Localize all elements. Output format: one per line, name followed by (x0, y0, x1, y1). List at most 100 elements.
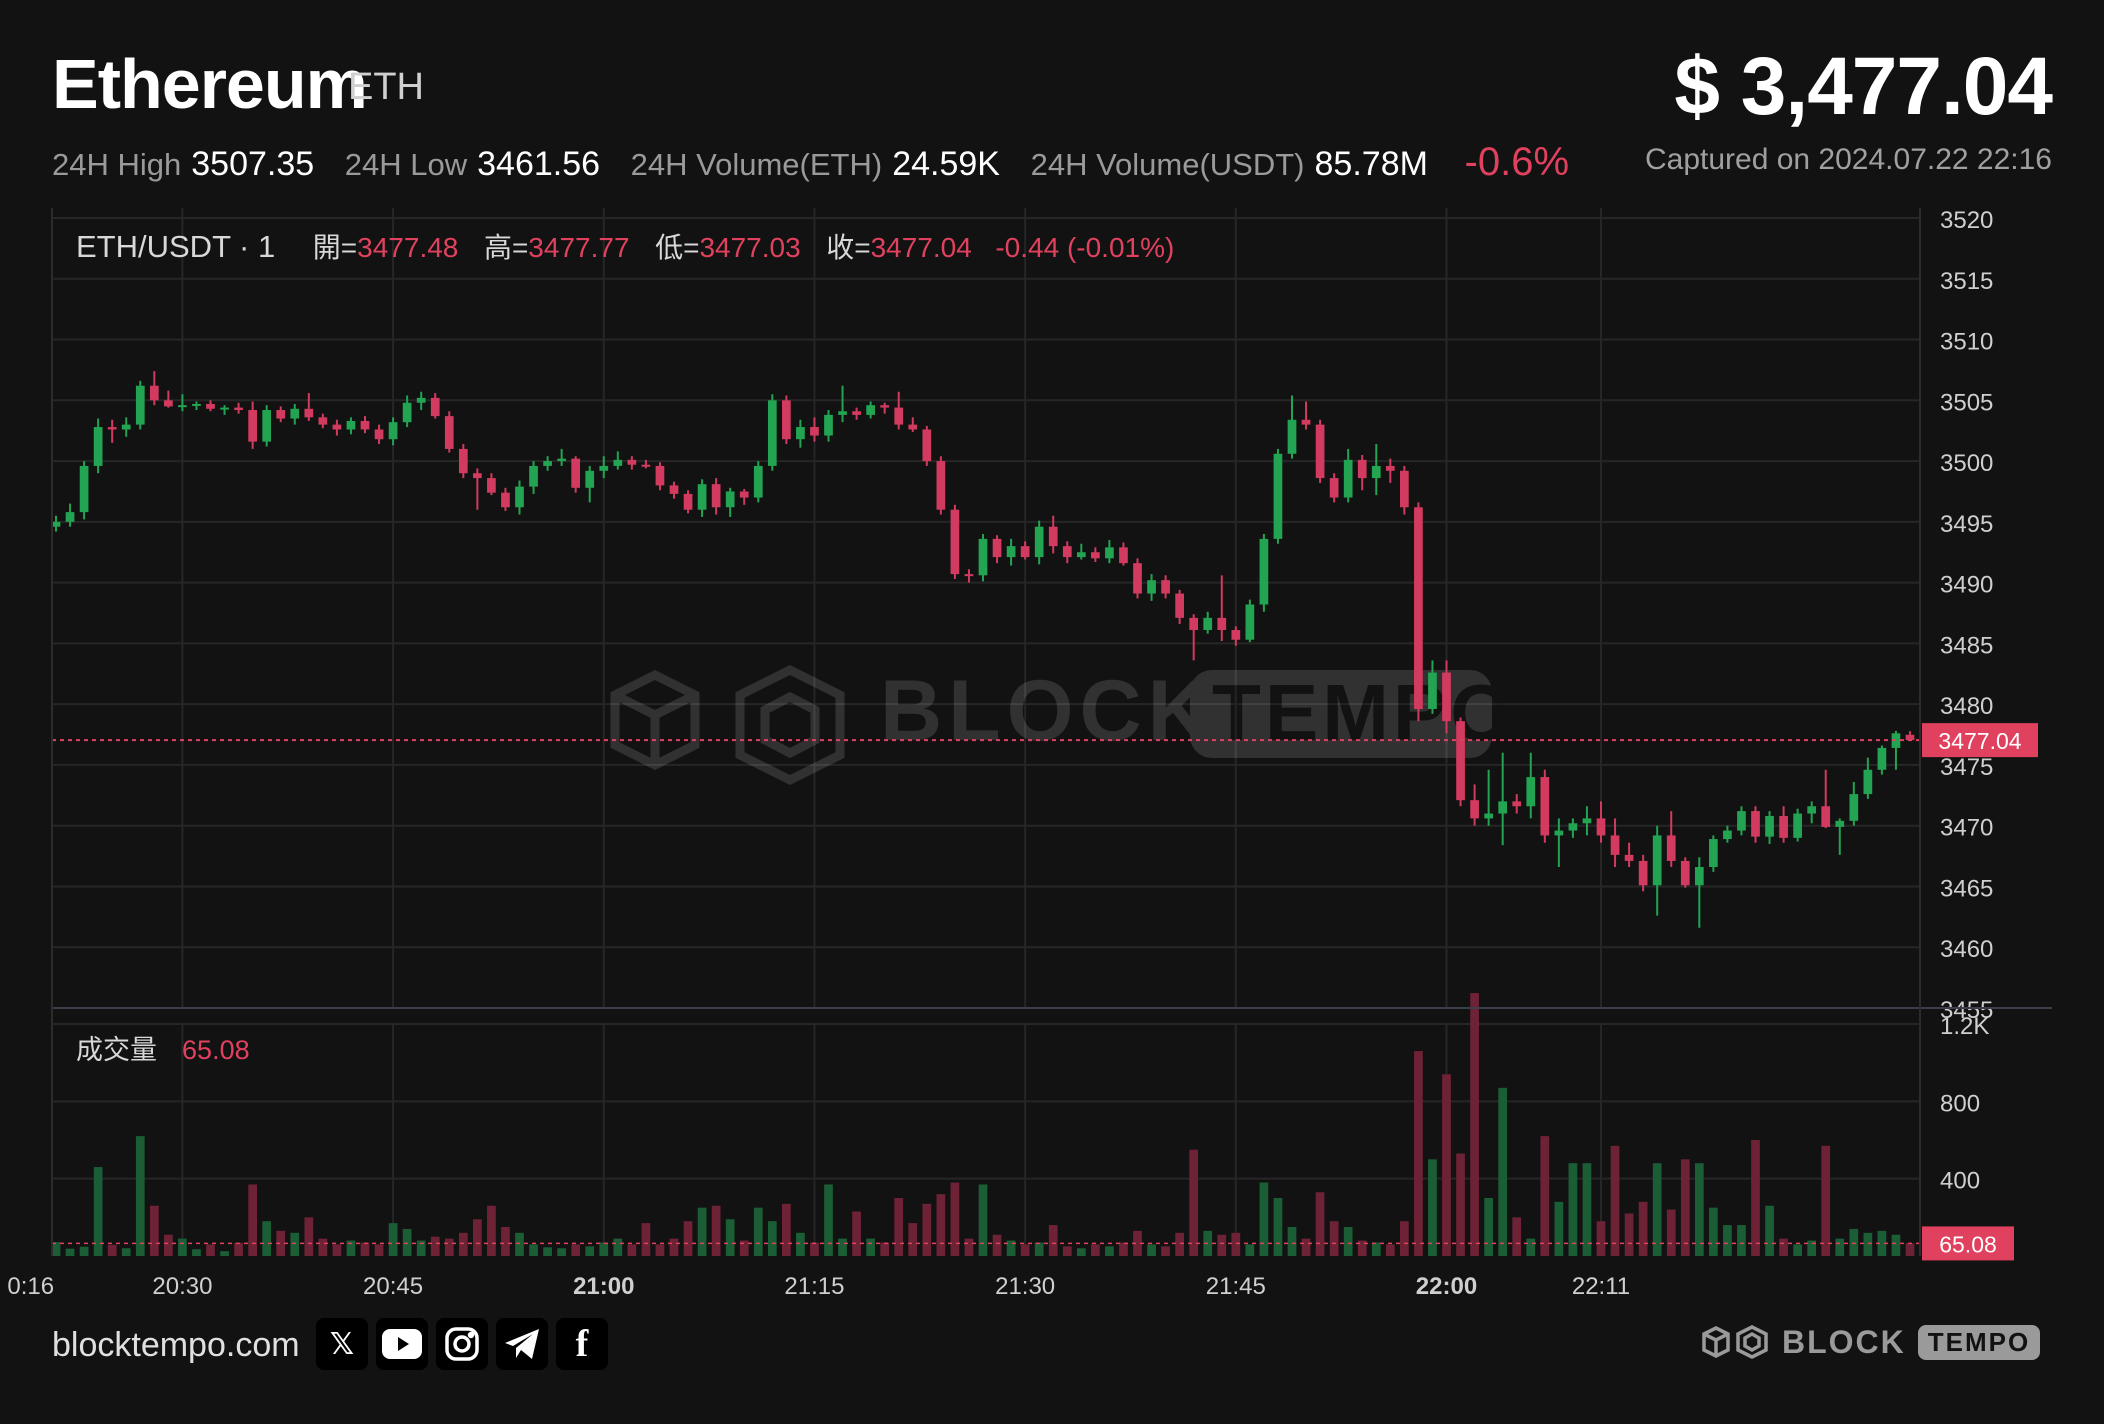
volume-bar (1329, 1221, 1339, 1256)
candle-body (1610, 835, 1620, 855)
volume-bar (290, 1232, 300, 1256)
candle-body (838, 411, 847, 415)
candle-body (1020, 546, 1030, 558)
volume-bar (234, 1242, 243, 1256)
volume-bar (402, 1228, 412, 1256)
volume-bar (51, 1242, 61, 1256)
volume-bar (458, 1232, 468, 1256)
candle-body (304, 408, 314, 418)
candle-body (1414, 507, 1423, 710)
candle-body (1091, 552, 1100, 559)
volume-bar (1680, 1159, 1690, 1256)
footer-site[interactable]: blocktempo.com (52, 1326, 300, 1364)
candle-body (416, 397, 426, 403)
volume-bar (192, 1249, 201, 1256)
facebook-icon[interactable]: f (556, 1318, 608, 1370)
volume-bar (1540, 1136, 1550, 1256)
candle-body (627, 459, 637, 465)
youtube-icon[interactable] (376, 1318, 428, 1370)
volume-bar (697, 1207, 707, 1256)
candle-body (1217, 617, 1227, 631)
volume-bar (1245, 1244, 1255, 1256)
volume-bar (950, 1182, 960, 1256)
y-tick-label: 3510 (1940, 329, 1993, 356)
x-tick-label: 0:16 (7, 1273, 54, 1300)
candle-body (248, 410, 257, 442)
coin-symbol: ETH (348, 66, 424, 108)
low-label: 低= (655, 232, 700, 263)
candle-body (107, 427, 117, 430)
candle-body (206, 403, 215, 409)
volume-bar (1076, 1248, 1086, 1256)
volume-bar (360, 1242, 370, 1256)
x-icon[interactable]: 𝕏 (316, 1318, 368, 1370)
volume-bar (1470, 993, 1479, 1256)
volume-bar (164, 1234, 173, 1256)
volume-bar (627, 1244, 637, 1256)
volume-bar (585, 1246, 595, 1256)
volume-bar (1807, 1240, 1817, 1256)
volume-bar (908, 1223, 918, 1256)
candle-body (1385, 465, 1395, 471)
candle-body (1400, 470, 1409, 508)
x-tick-label: 21:45 (1206, 1273, 1266, 1300)
volume-bar (1610, 1145, 1620, 1256)
brand-box: TEMPO (1917, 1324, 2041, 1360)
candle-body (79, 465, 89, 513)
open-value: 3477.48 (357, 232, 459, 263)
candle-body (1807, 806, 1817, 814)
volume-bar (655, 1244, 665, 1256)
volume-bar (149, 1205, 159, 1256)
candle-body (1343, 459, 1353, 498)
volume-bar (894, 1198, 904, 1256)
instagram-icon[interactable] (436, 1318, 488, 1370)
candle-body (65, 512, 75, 522)
candle-body (1821, 806, 1831, 827)
candle-body (149, 385, 159, 401)
candle-body (220, 407, 229, 410)
stat-vol-usdt-value: 85.78M (1314, 145, 1428, 183)
volume-bar (796, 1232, 805, 1256)
candle-body (1231, 630, 1241, 640)
volume-bar (1133, 1230, 1142, 1256)
telegram-icon[interactable] (496, 1318, 548, 1370)
candle-body (683, 493, 693, 510)
candle-body (318, 417, 328, 425)
volume-bar (1835, 1238, 1845, 1256)
candle-body (135, 385, 145, 425)
volume-bar (529, 1244, 538, 1256)
y-tick-label: 3485 (1940, 632, 1993, 659)
candle-body (529, 465, 538, 487)
brand-text: BLOCK (1782, 1323, 1906, 1360)
candle-body (388, 422, 398, 440)
candle-body (1442, 672, 1451, 722)
stat-vol-usdt-label: 24H Volume(USDT) (1030, 147, 1305, 182)
candle-body (360, 420, 370, 430)
stat-low-value: 3461.56 (477, 145, 601, 183)
candle-body (234, 407, 243, 411)
candle-body (753, 465, 763, 498)
candle-body (1512, 801, 1522, 807)
volume-bar (346, 1240, 356, 1256)
candle-body (922, 429, 932, 462)
volume-legend: 成交量 65.08 (76, 1028, 250, 1067)
candle-body (641, 464, 651, 467)
coin-name: Ethereum (52, 45, 368, 123)
candle-body (852, 411, 861, 415)
candle-body (178, 405, 187, 408)
y-tick-label: 3470 (1940, 815, 1993, 842)
candle-body (444, 416, 454, 449)
volume-bar (599, 1242, 609, 1256)
x-tick-label: 22:11 (1572, 1273, 1630, 1300)
stat-vol-eth-value: 24.59K (892, 145, 1000, 183)
last-volume-label: 65.08 (1939, 1231, 1997, 1257)
open-label: 開= (312, 232, 358, 263)
candle-body (1554, 830, 1564, 836)
volume-bar (1287, 1227, 1297, 1256)
volume-bar (1652, 1163, 1662, 1256)
candle-body (332, 424, 342, 430)
candle-body (1034, 526, 1044, 558)
volume-bar (1582, 1163, 1592, 1256)
y-tick-label: 3520 (1940, 207, 1993, 234)
